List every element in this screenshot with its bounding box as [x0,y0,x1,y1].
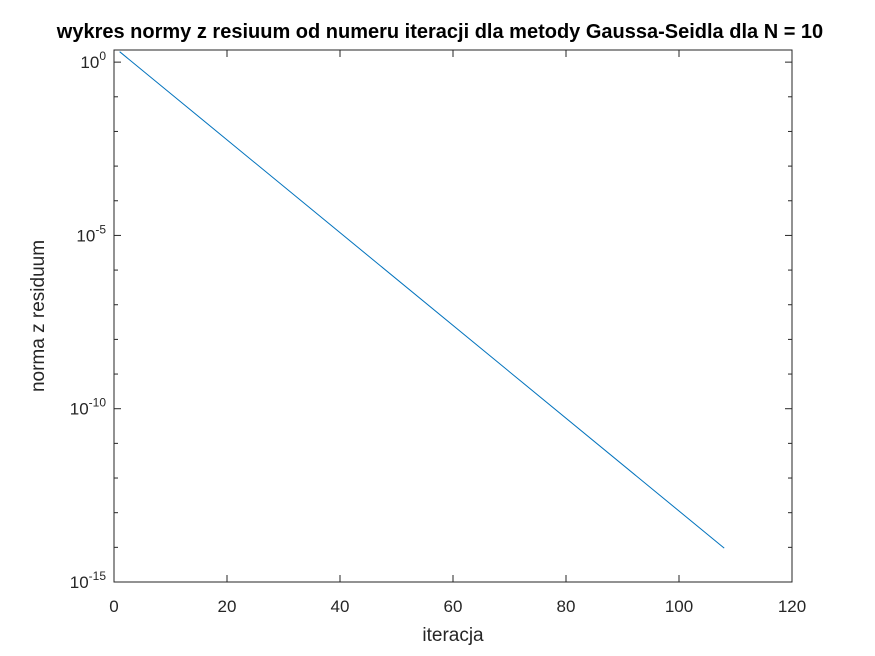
y-tick-label: 10-10 [70,396,107,419]
y-tick-label: 100 [80,49,106,72]
y-tick-base: 10 [70,573,89,592]
x-tick-label: 80 [557,597,576,616]
y-tick-base: 10 [70,400,89,419]
y-tick-exponent: -15 [89,569,107,583]
y-axis-label: norma z residuum [28,240,49,392]
x-tick-label: 0 [109,597,118,616]
x-axis-label: iteracja [422,625,484,646]
series-line [119,51,725,549]
chart-title: wykres normy z resiuum od numeru iteracj… [56,21,823,43]
x-tick-label: 20 [218,597,237,616]
y-tick-base: 10 [76,226,95,245]
y-tick-base: 10 [80,53,99,72]
x-tick-label: 100 [665,597,693,616]
y-tick-label: 10-5 [76,222,106,245]
x-tick-label: 40 [331,597,350,616]
y-tick-label: 10-15 [70,569,107,592]
series-layer [119,51,725,549]
y-tick-exponent: -10 [89,396,107,410]
x-tick-label: 120 [778,597,806,616]
x-tick-label: 60 [444,597,463,616]
x-axis-ticks: 0 20 40 60 80 100 120 [109,50,806,616]
y-tick-exponent: 0 [99,49,106,63]
y-tick-exponent: -5 [95,222,106,236]
